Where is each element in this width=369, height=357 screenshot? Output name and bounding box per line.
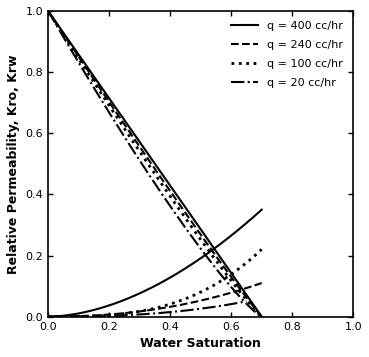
Y-axis label: Relative Permeability, Kro, Krw: Relative Permeability, Kro, Krw	[7, 54, 20, 273]
X-axis label: Water Saturation: Water Saturation	[140, 337, 261, 350]
Legend: q = 400 cc/hr, q = 240 cc/hr, q = 100 cc/hr, q = 20 cc/hr: q = 400 cc/hr, q = 240 cc/hr, q = 100 cc…	[226, 16, 348, 92]
